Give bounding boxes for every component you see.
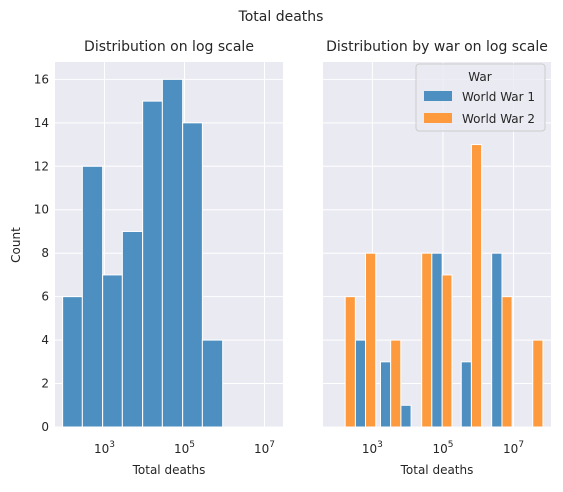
bar-ww2-2 bbox=[390, 339, 402, 428]
bar-ww1-5 bbox=[491, 252, 503, 428]
x-ticks-left: 103 105 107 bbox=[94, 440, 275, 456]
axes-title-left: Distribution on log scale bbox=[84, 39, 254, 55]
bars-right bbox=[344, 144, 544, 428]
y-tick-label-8: 16 bbox=[34, 72, 49, 86]
bar-left-3 bbox=[121, 230, 144, 428]
x-tick-label-right-1: 105 bbox=[432, 440, 453, 456]
legend: War World War 1 World War 2 bbox=[415, 63, 546, 132]
y-tick-label-0: 0 bbox=[41, 420, 49, 434]
y-tick-label-7: 14 bbox=[34, 116, 49, 130]
legend-label-world-war-2: World War 2 bbox=[462, 112, 535, 126]
x-tick-label-left-0: 103 bbox=[94, 440, 115, 456]
axes-right: 103 105 107 Distribution by war on log sca… bbox=[323, 39, 551, 477]
legend-label-world-war-1: World War 1 bbox=[462, 90, 535, 104]
y-tick-label-6: 12 bbox=[34, 159, 49, 173]
x-axis-label-right: Total deaths bbox=[400, 463, 474, 477]
legend-title: War bbox=[468, 70, 491, 84]
y-axis-label-left: Count bbox=[9, 227, 23, 263]
bar-ww2-6 bbox=[501, 296, 513, 428]
bar-left-7 bbox=[201, 339, 224, 428]
bar-ww2-4 bbox=[441, 274, 453, 428]
legend-swatch-world-war-2 bbox=[424, 113, 452, 123]
bar-ww2-1 bbox=[365, 252, 377, 428]
y-ticks-left: 0 2 4 6 8 10 12 14 16 bbox=[34, 72, 49, 434]
bar-ww2-7 bbox=[532, 339, 544, 428]
bar-ww1-3 bbox=[431, 252, 443, 428]
bar-ww2-0 bbox=[344, 296, 356, 428]
x-axis-label-left: Total deaths bbox=[132, 463, 206, 477]
x-ticks-right: 103 105 107 bbox=[362, 440, 524, 456]
y-tick-label-5: 10 bbox=[34, 203, 49, 217]
y-tick-label-3: 6 bbox=[41, 290, 49, 304]
x-tick-label-right-0: 103 bbox=[362, 440, 383, 456]
bar-left-0 bbox=[62, 296, 83, 428]
bar-left-5 bbox=[161, 78, 184, 428]
y-tick-label-2: 4 bbox=[41, 333, 49, 347]
bar-ww2-5 bbox=[470, 144, 483, 428]
y-tick-label-4: 8 bbox=[41, 246, 49, 260]
bar-left-4 bbox=[142, 100, 163, 428]
bar-ww1-2 bbox=[400, 404, 412, 428]
bar-left-6 bbox=[182, 122, 203, 428]
x-tick-label-left-1: 105 bbox=[174, 440, 195, 456]
bars-left bbox=[62, 78, 224, 428]
bar-ww1-0 bbox=[354, 339, 367, 428]
suptitle: Total deaths bbox=[238, 9, 324, 25]
bar-left-1 bbox=[81, 165, 104, 428]
bar-left-2 bbox=[102, 274, 123, 428]
bar-ww2-3 bbox=[421, 252, 433, 428]
bar-ww1-1 bbox=[379, 361, 392, 428]
y-tick-label-1: 2 bbox=[41, 377, 49, 391]
bar-ww1-4 bbox=[460, 361, 472, 428]
x-tick-label-left-2: 107 bbox=[254, 440, 275, 456]
axes-left: 0 2 4 6 8 10 12 14 16 103 105 107 Distribution on … bbox=[9, 39, 283, 477]
axes-title-right: Distribution by war on log scale bbox=[326, 39, 548, 55]
legend-swatch-world-war-1 bbox=[424, 91, 452, 101]
x-tick-label-right-2: 107 bbox=[503, 440, 524, 456]
